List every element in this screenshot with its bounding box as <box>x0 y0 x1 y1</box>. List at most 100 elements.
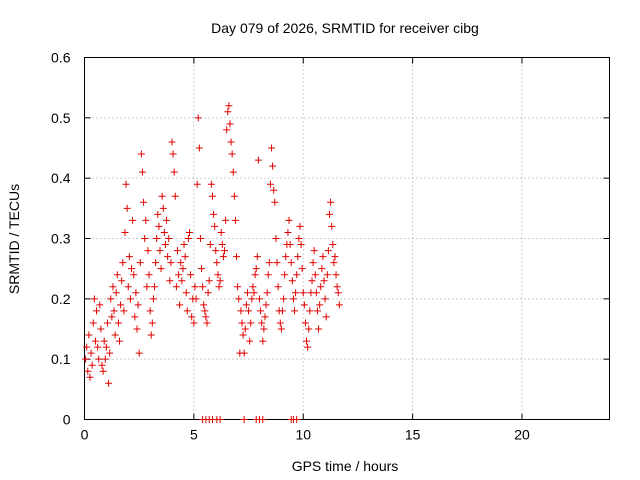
data-point <box>122 180 130 188</box>
data-point <box>128 265 136 273</box>
data-point <box>194 114 202 122</box>
data-point <box>273 259 281 267</box>
data-point <box>228 150 236 158</box>
data-point <box>180 241 188 249</box>
data-point <box>287 259 295 267</box>
data-point <box>219 253 227 261</box>
data-point <box>94 343 102 351</box>
data-point <box>195 144 203 152</box>
data-point <box>91 337 99 345</box>
data-point <box>248 295 256 303</box>
data-point <box>111 331 119 339</box>
data-point <box>102 343 110 351</box>
data-point <box>212 247 220 255</box>
data-point <box>207 180 215 188</box>
data-point <box>126 295 134 303</box>
data-point <box>272 235 280 242</box>
data-point <box>233 253 241 261</box>
data-point <box>201 307 209 315</box>
data-point <box>311 271 319 279</box>
data-point <box>274 283 282 291</box>
data-point <box>152 259 160 267</box>
data-point <box>208 192 216 200</box>
data-point <box>112 289 120 297</box>
data-point <box>257 307 265 315</box>
data-point <box>166 277 174 285</box>
data-point <box>225 102 233 110</box>
data-point <box>133 325 141 333</box>
data-point <box>110 307 118 315</box>
data-point <box>123 204 131 212</box>
data-point <box>277 325 285 333</box>
data-point <box>284 228 292 236</box>
data-point <box>165 235 173 242</box>
data-point <box>105 379 113 387</box>
data-point <box>335 301 343 309</box>
data-point <box>191 283 199 291</box>
data-point <box>238 319 246 327</box>
x-tick-label: 15 <box>405 427 421 443</box>
data-point <box>221 247 228 255</box>
data-point <box>108 313 116 321</box>
data-point <box>85 331 93 339</box>
data-point <box>269 162 277 170</box>
data-point <box>268 144 276 152</box>
data-point <box>171 192 179 200</box>
data-point <box>96 301 104 309</box>
y-tick-label: 0.5 <box>51 110 71 126</box>
data-point <box>321 295 329 303</box>
data-point <box>89 319 97 327</box>
data-point <box>282 253 290 261</box>
data-point <box>334 289 342 297</box>
data-point <box>175 271 183 279</box>
data-point <box>316 301 324 309</box>
data-point <box>109 283 117 291</box>
data-point <box>172 283 180 291</box>
data-point <box>318 265 326 273</box>
data-point <box>320 277 328 285</box>
data-point <box>113 271 121 279</box>
data-point <box>305 325 313 333</box>
data-point <box>293 271 301 279</box>
data-point <box>151 283 158 291</box>
data-point <box>198 265 206 273</box>
data-point <box>159 204 167 212</box>
data-point <box>323 271 331 279</box>
data-point <box>245 307 253 315</box>
data-point <box>215 283 223 291</box>
x-tick-label: 0 <box>81 427 89 443</box>
data-point <box>309 259 317 267</box>
data-point <box>237 307 245 315</box>
data-point <box>234 283 242 291</box>
data-point <box>106 349 114 357</box>
data-point <box>266 180 274 188</box>
data-point <box>148 319 156 327</box>
data-point <box>289 295 297 303</box>
data-point <box>258 319 266 327</box>
data-point <box>241 325 249 333</box>
data-point <box>86 373 94 381</box>
data-point <box>120 307 128 315</box>
data-point <box>154 210 162 218</box>
data-point <box>186 228 193 236</box>
data-point <box>84 367 92 375</box>
data-point <box>203 319 211 327</box>
data-point <box>182 289 190 297</box>
data-point <box>296 222 304 230</box>
data-point <box>161 241 169 249</box>
data-point <box>297 241 305 249</box>
data-point <box>222 216 230 224</box>
data-point <box>210 210 218 218</box>
data-point <box>141 235 149 242</box>
data-point <box>119 259 127 267</box>
data-point <box>155 222 163 230</box>
data-point <box>250 289 258 297</box>
data-point <box>164 253 172 261</box>
data-point <box>193 180 201 188</box>
data-point <box>125 253 133 261</box>
data-point <box>310 247 318 255</box>
data-point <box>324 247 332 255</box>
data-point <box>331 253 339 261</box>
data-point <box>254 156 262 164</box>
data-point <box>160 228 168 236</box>
